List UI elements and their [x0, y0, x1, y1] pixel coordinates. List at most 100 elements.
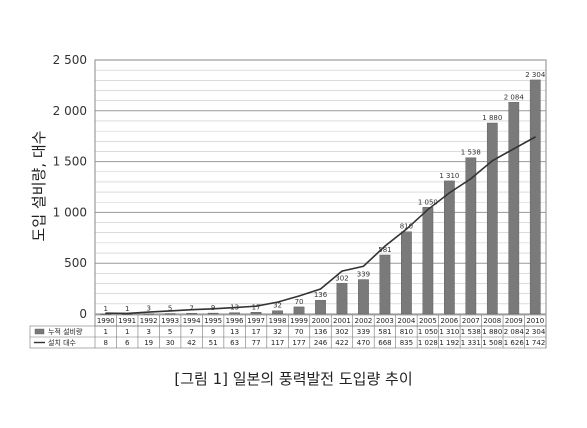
table-cell-line-value: 470 [357, 339, 370, 347]
line-point [341, 270, 343, 272]
line-point [148, 311, 150, 313]
table-cell-bar-value: 32 [273, 328, 282, 336]
y-axis-label: 도입 설비량, 대수 [30, 131, 48, 242]
table-cell-line-value: 19 [144, 339, 153, 347]
bar-value-label: 32 [273, 302, 282, 310]
x-tick-label: 2007 [462, 317, 480, 325]
y-tick-label: 2 000 [53, 104, 87, 118]
table-cell-line-value: 1 331 [461, 339, 481, 347]
bar [379, 254, 391, 315]
table-cell-line-value: 51 [209, 339, 218, 347]
data-table: 1990 1 8 1991 1 6 1992 3 19 1993 5 30 1994 7 42 1995 9 51… [29, 314, 547, 349]
table-cell-bar-value: 5 [168, 328, 172, 336]
bar-value-label: 136 [314, 291, 328, 299]
y-tick-label: 1 000 [53, 205, 87, 219]
table-cell-line-value: 42 [187, 339, 196, 347]
table-cell-bar-value: 1 310 [439, 328, 459, 336]
bar [529, 79, 541, 315]
line-point [405, 228, 408, 230]
bar [444, 180, 455, 315]
y-tick-label: 2 500 [53, 53, 87, 67]
x-tick-label: 1998 [269, 317, 287, 325]
bar [465, 157, 477, 315]
bar [207, 312, 219, 315]
x-tick-label: 1990 [97, 317, 115, 325]
bar-value-label: 810 [400, 223, 413, 231]
table-cell-bar-value: 810 [400, 328, 413, 336]
x-tick-label: 2010 [526, 317, 544, 325]
bar [486, 122, 498, 315]
line-point [448, 192, 450, 194]
bar-value-label: 17 [252, 303, 261, 311]
line-point [384, 245, 386, 247]
y-axis: 0 500 1 000 1 500 2 000 2 500 [53, 53, 87, 321]
table-cell-line-value: 1 508 [482, 339, 502, 347]
x-tick-label: 1997 [247, 317, 265, 325]
bar-value-label: 1 050 [418, 198, 438, 206]
table-cell-line-value: 30 [166, 339, 175, 347]
bar [422, 207, 434, 315]
line-point [427, 208, 429, 211]
legend-bar-label: 누적 설비량 [48, 327, 83, 336]
x-tick-label: 1991 [118, 317, 136, 325]
x-tick-label: 1999 [290, 317, 308, 325]
table-cell-line-value: 77 [252, 339, 261, 347]
bar-series [100, 79, 541, 315]
gridlines [94, 59, 547, 315]
bar-value-label: 3 [146, 305, 150, 313]
bar-value-label: 2 304 [525, 71, 546, 79]
table-cell-bar-value: 3 [146, 328, 150, 336]
table-cell-line-value: 668 [378, 339, 391, 347]
bar [401, 231, 412, 315]
table-cell-line-value: 1 028 [418, 339, 438, 347]
x-tick-label: 1995 [204, 317, 222, 325]
bar-value-label: 7 [189, 304, 193, 312]
y-tick-label: 1 500 [53, 155, 87, 169]
x-tick-label: 1996 [226, 317, 244, 325]
x-tick-label: 1994 [183, 317, 201, 325]
bar [508, 102, 520, 315]
bar [293, 306, 305, 315]
table-cell-bar-value: 2 084 [504, 328, 525, 336]
bar-value-label: 1 880 [482, 114, 502, 122]
table-cell-line-value: 246 [314, 339, 328, 347]
line-point [534, 136, 536, 138]
table-cell-line-value: 422 [335, 339, 348, 347]
line-point [276, 301, 279, 303]
table-cell-bar-value: 136 [314, 328, 328, 336]
line-point [169, 310, 171, 312]
table-cell-bar-value: 1 [125, 328, 129, 336]
bar-value-label: 1 538 [461, 149, 481, 157]
line-point [126, 312, 128, 314]
line-point [513, 148, 515, 150]
bar [164, 313, 176, 315]
line-point [212, 308, 214, 310]
legend-bar-swatch [34, 328, 45, 335]
bar [143, 313, 155, 315]
line-point [362, 265, 365, 267]
bar-value-label: 339 [357, 271, 370, 279]
x-tick-label: 2001 [333, 317, 351, 325]
table-cell-bar-value: 2 304 [525, 328, 546, 336]
line-point [233, 306, 236, 309]
bar-value-label: 13 [230, 304, 239, 312]
table-cell-line-value: 1 742 [525, 339, 545, 347]
table-cell-line-value: 1 626 [504, 339, 525, 347]
line-point [105, 312, 107, 314]
table-cell-bar-value: 7 [189, 328, 193, 336]
table-cell-line-value: 63 [230, 339, 239, 347]
bar [272, 310, 283, 315]
line-series [105, 136, 536, 315]
x-tick-label: 2002 [355, 317, 373, 325]
line-point [298, 295, 300, 297]
bar-value-label: 581 [378, 246, 391, 254]
line-point [191, 309, 193, 311]
bar-value-label: 302 [335, 274, 348, 282]
x-tick-label: 2000 [312, 317, 330, 325]
x-tick-label: 2009 [505, 317, 523, 325]
table-cell-line-value: 177 [292, 339, 305, 347]
table-cell-line-value: 6 [125, 339, 130, 347]
table-cell-bar-value: 1 [104, 328, 108, 336]
